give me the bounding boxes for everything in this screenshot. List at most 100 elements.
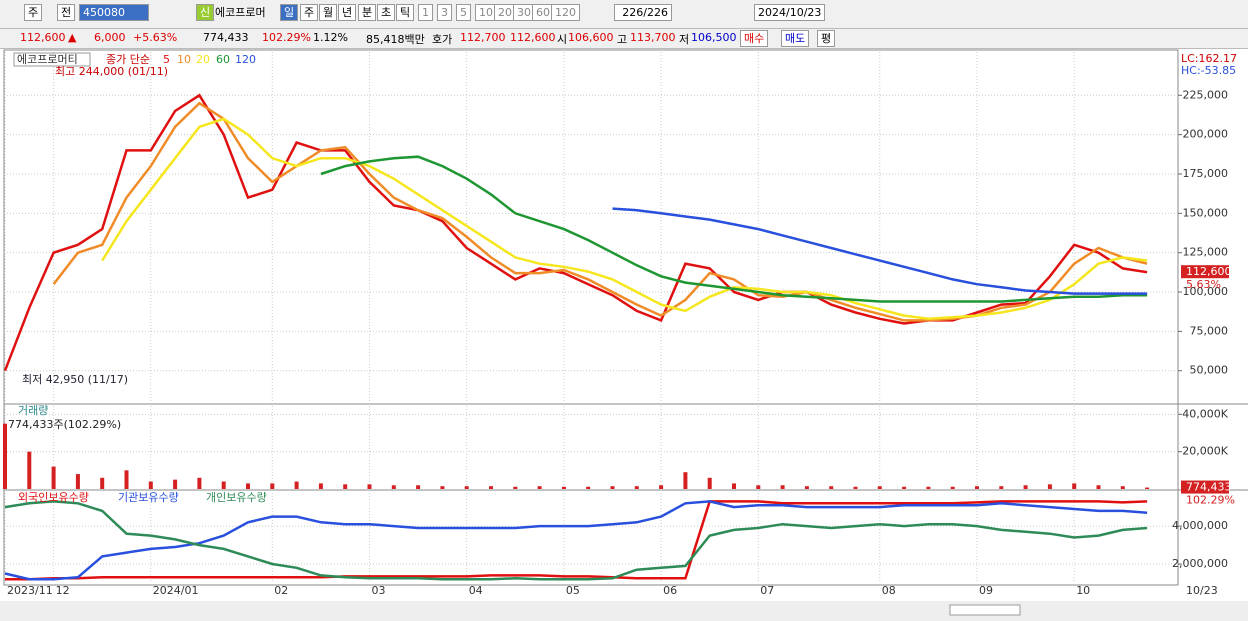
buy-button[interactable]: 매수 — [740, 30, 769, 47]
y-tick-label: 20,000K — [1182, 445, 1228, 458]
ask: 112,700 — [460, 31, 506, 44]
tick-button[interactable]: 틱 — [396, 4, 415, 21]
legend-entry: 5 — [163, 53, 170, 66]
interval-button[interactable]: 120 — [551, 4, 580, 21]
volume-bar — [391, 485, 396, 489]
stock-name: 에코프로머 — [215, 6, 266, 19]
volume-bar — [367, 484, 372, 489]
period-select[interactable]: 주 — [24, 4, 43, 21]
x-tick-label: 03 — [372, 584, 386, 597]
avg-button[interactable]: 평 — [817, 30, 836, 47]
chart-title: 거래량 — [18, 404, 48, 417]
last-value-label: 774,433 — [1186, 481, 1232, 494]
series-line — [612, 207, 1148, 295]
volume-bar — [902, 486, 907, 489]
volume-bar — [950, 486, 955, 489]
y-tick-label: 150,000 — [1183, 206, 1229, 219]
volume-bar — [294, 481, 299, 489]
second-button[interactable]: 초 — [377, 4, 396, 21]
frame — [3, 49, 1179, 586]
series-line — [3, 93, 1148, 372]
legend-entry: 기관보유수량 — [118, 491, 179, 504]
volume-bar — [732, 483, 736, 489]
y-tick-label: 2,000,000 — [1172, 557, 1228, 570]
minute-button[interactable]: 분 — [358, 4, 377, 21]
interval-button[interactable]: 5 — [456, 4, 471, 21]
month-button[interactable]: 월 — [319, 4, 338, 21]
scroll-thumb[interactable] — [949, 604, 1021, 616]
low-label: 저 — [679, 33, 690, 46]
new-badge: 신 — [196, 4, 215, 21]
volume-bar — [659, 485, 664, 489]
volume-bar — [173, 479, 178, 489]
week-button[interactable]: 주 — [300, 4, 319, 21]
turnover: 1.12% — [313, 31, 348, 44]
chart-title: 에코프로머티 — [17, 53, 78, 66]
x-tick-label: 05 — [566, 584, 580, 597]
x-tick-label: 07 — [760, 584, 774, 597]
price: 112,600 — [20, 31, 66, 44]
volume-bar — [246, 483, 250, 489]
legend-entry: 60 — [216, 53, 230, 66]
ask-label: 호가 — [432, 33, 453, 46]
y-tick-label: 40,000K — [1182, 407, 1228, 420]
interval-button[interactable]: 20 — [494, 4, 516, 21]
volume-bar — [561, 486, 566, 489]
legend-entry: 외국인보유수량 — [18, 491, 89, 504]
volume-bar — [51, 466, 56, 489]
last-value-box — [1181, 265, 1229, 279]
volume-bar — [318, 483, 323, 489]
volume-bar — [756, 485, 761, 489]
volume-bar — [513, 486, 518, 489]
volume-bar — [586, 486, 591, 489]
interval-button[interactable]: 3 — [437, 4, 452, 21]
volume-bar — [221, 481, 226, 489]
bid: 112,600 — [510, 31, 556, 44]
scrollbar[interactable] — [0, 601, 1248, 621]
series-line — [101, 117, 1148, 321]
series-line — [320, 155, 1148, 303]
year-button[interactable]: 년 — [338, 4, 357, 21]
volume-bar — [489, 486, 493, 489]
volume-bar — [975, 486, 979, 489]
annotation: 최저 42,950 (11/17) — [22, 373, 128, 386]
code-input[interactable]: 450080 — [79, 4, 149, 21]
sell-button[interactable]: 매도 — [781, 30, 810, 47]
amount: 85,418백만 — [366, 33, 425, 46]
y-tick-label: 225,000 — [1183, 88, 1229, 101]
volume: 774,433 — [203, 31, 249, 44]
series-line — [4, 500, 1148, 581]
volume-bar — [3, 423, 7, 489]
volume-bar — [610, 486, 615, 489]
count-input[interactable]: 226/226 — [614, 4, 672, 21]
toolbar: 주 전 450080 신 에코프로머 일 주 월 년 분 초 틱 1 3 5 1… — [0, 0, 1248, 29]
high-label: 고 — [617, 33, 628, 46]
x-tick-label: 2024/01 — [153, 584, 199, 597]
y-tick-label: 125,000 — [1183, 246, 1229, 259]
interval-button[interactable]: 30 — [513, 4, 535, 21]
volume-bar — [343, 484, 348, 489]
volume-bar — [124, 470, 129, 489]
date-input[interactable]: 2024/10/23 — [754, 4, 826, 21]
low: 106,500 — [691, 31, 737, 44]
day-button[interactable]: 일 — [280, 4, 299, 21]
interval-button[interactable]: 1 — [418, 4, 433, 21]
volume-bar — [148, 481, 153, 489]
volume-bar — [75, 474, 80, 489]
volume-bar — [197, 477, 202, 489]
legend-entry: 120 — [235, 53, 256, 66]
open-label: 시 — [557, 33, 568, 46]
volume-bar — [877, 486, 882, 489]
y-tick-label: 200,000 — [1183, 128, 1229, 141]
chart-subtitle: 774,433주(102.29%) — [8, 418, 121, 431]
volume-bar — [100, 477, 105, 489]
volume-bar — [416, 485, 421, 489]
legend-entry: 개인보유수량 — [206, 491, 267, 504]
legend-entry: 10 — [177, 53, 191, 66]
market-select[interactable]: 전 — [57, 4, 76, 21]
y-tick-label: 4,000,000 — [1172, 519, 1228, 532]
volume-rate: 102.29% — [262, 31, 311, 44]
volume-bar — [780, 485, 785, 489]
annotation: 최고 244,000 (01/11) — [55, 65, 168, 78]
